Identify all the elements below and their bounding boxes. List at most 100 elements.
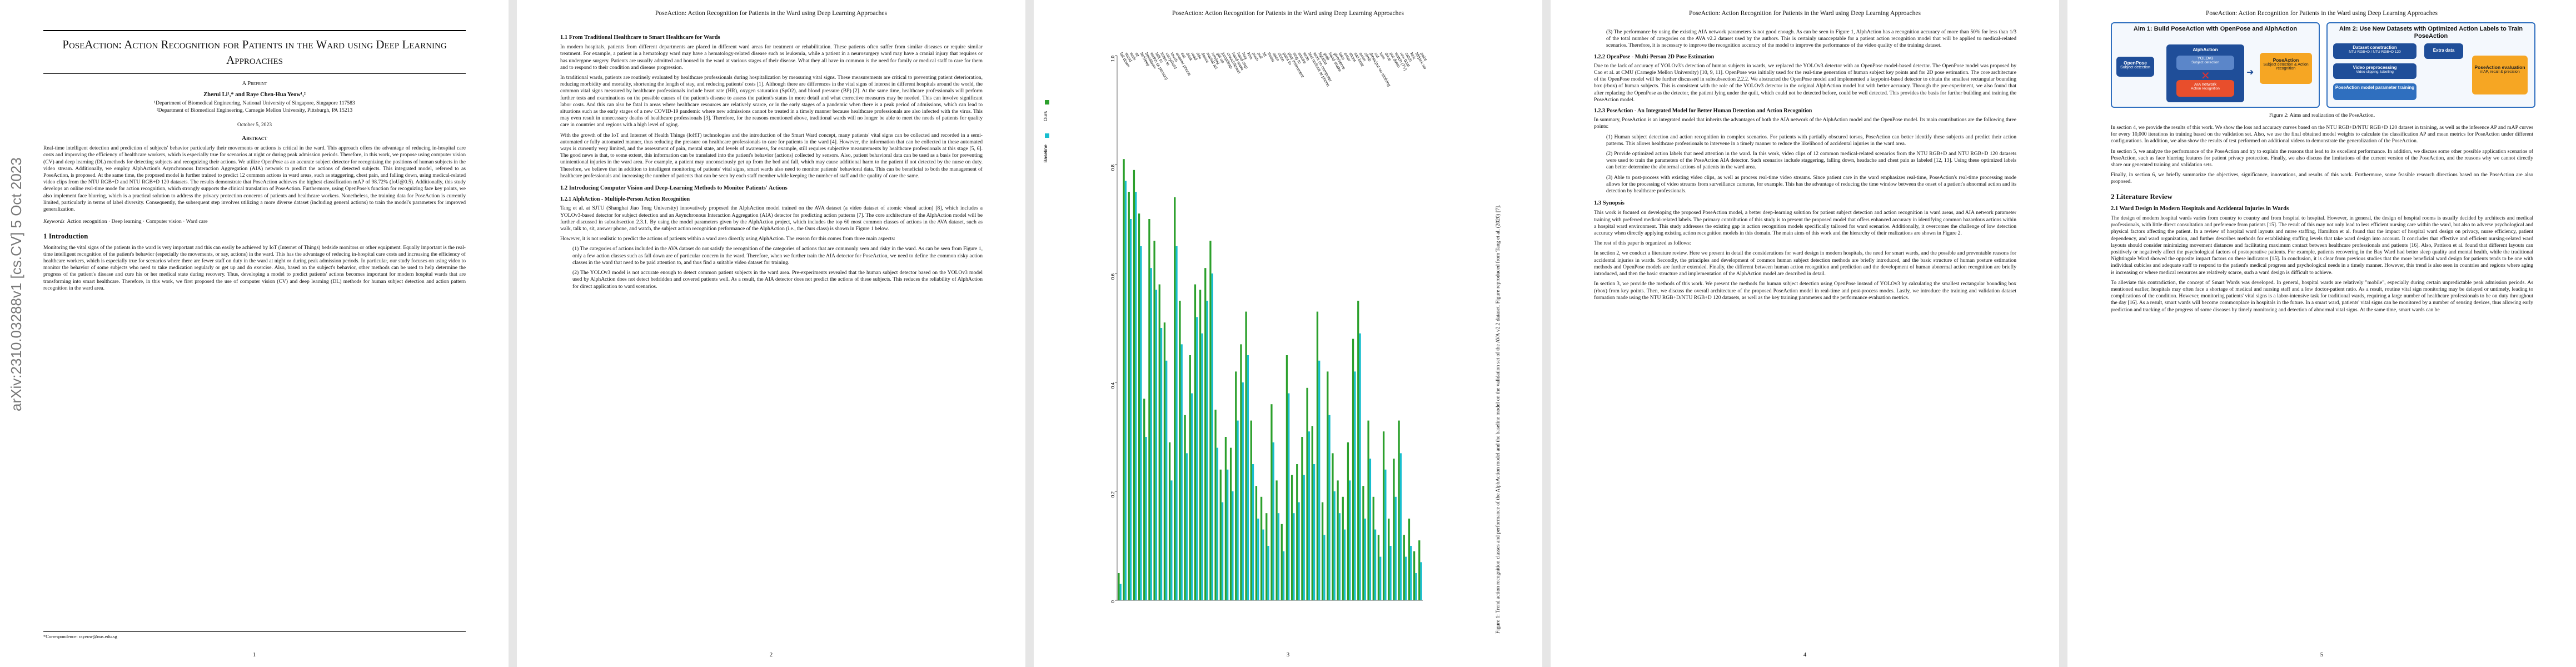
paragraph: In section 5, we analyze the performance… <box>2111 148 2533 168</box>
bar-ours <box>1128 192 1130 600</box>
bar-ours <box>1398 420 1400 600</box>
bar-baseline <box>1237 420 1239 600</box>
section-2-heading: 2 Literature Review <box>2111 192 2173 201</box>
bar-ours <box>1189 355 1191 600</box>
list-item: (2) The YOLOv3 model is not accurate eno… <box>572 270 983 290</box>
paragraph: However, it is not realistic to predict … <box>560 236 895 242</box>
category-label: lift <box>1262 52 1268 58</box>
bar-ours <box>1143 399 1145 600</box>
heading-1-2-1: 1.2.1 AlphAction - Multiple-Person Actio… <box>560 196 690 203</box>
bar-ours <box>1316 311 1319 600</box>
bar-baseline <box>1293 513 1295 600</box>
bar-ours <box>1209 241 1212 600</box>
bar-baseline <box>1288 393 1290 600</box>
bar-ours <box>1184 415 1186 600</box>
bar-baseline <box>1180 344 1183 600</box>
bar-ours <box>1357 301 1359 600</box>
openpose-box: OpenPose Subject detection <box>2116 57 2154 77</box>
bar-baseline <box>1140 246 1142 600</box>
heading-1-3: 1.3 Synopsis <box>1594 200 1625 207</box>
paragraph: In summary, PoseAction is an integrated … <box>1594 117 2016 130</box>
heading-2-1: 2.1 Ward Design in Modern Hospitals and … <box>2111 205 2289 212</box>
aia-box: AIA network Action recognition <box>2176 80 2234 97</box>
bar-baseline <box>1389 546 1392 600</box>
bar-ours <box>1194 284 1197 601</box>
arxiv-identifier[interactable]: arXiv:2310.03288v1 [cs.CV] 5 Oct 2023 <box>8 157 24 411</box>
bar-baseline <box>1206 301 1208 600</box>
bar-baseline <box>1257 519 1259 600</box>
bar-baseline <box>1124 181 1127 600</box>
bar-ours <box>1245 311 1247 600</box>
bar-ours <box>1372 496 1374 600</box>
bar-baseline <box>1277 513 1280 600</box>
bar-ours <box>1174 197 1176 600</box>
bar-ours <box>1204 268 1207 600</box>
figure-1-chart: 00.20.40.60.81.0 fall downstandwalksitlie… <box>1043 51 1428 603</box>
arrow-right-icon: ➜ <box>2246 68 2254 77</box>
bar-baseline <box>1216 447 1219 600</box>
bar-baseline <box>1379 556 1382 600</box>
bar-baseline <box>1298 502 1300 600</box>
bar-baseline <box>1399 453 1402 600</box>
bar-baseline <box>1420 562 1422 600</box>
bar-ours <box>1229 447 1232 600</box>
y-tick-label: 1.0 <box>1110 55 1115 62</box>
page-5: PoseAction: Action Recognition for Patie… <box>2067 0 2576 667</box>
bar-baseline <box>1359 333 1361 600</box>
bar-ours <box>1148 219 1150 600</box>
bar-ours <box>1235 371 1237 600</box>
bar-ours <box>1382 431 1385 600</box>
bar-ours <box>1408 519 1411 600</box>
list-item: (1) The categories of actions included i… <box>572 246 983 266</box>
bar-ours <box>1255 486 1258 600</box>
training-box: PoseAction model parameter training <box>2333 83 2416 100</box>
bar-ours <box>1413 551 1416 600</box>
paragraph: The rest of this paper is organized as f… <box>1594 240 1691 247</box>
bar-baseline <box>1343 529 1346 600</box>
page-2: PoseAction: Action Recognition for Patie… <box>517 0 1025 667</box>
bar-ours <box>1367 420 1369 600</box>
bar-baseline <box>1242 382 1244 600</box>
bar-ours <box>1219 469 1222 600</box>
evaluation-box: PoseAction evaluation mAP, recall & prec… <box>2472 56 2528 94</box>
bar-baseline <box>1227 469 1229 600</box>
legend-swatch <box>1045 133 1049 138</box>
bar-ours <box>1301 437 1303 600</box>
running-head: PoseAction: Action Recognition for Patie… <box>2206 10 2438 17</box>
bar-baseline <box>1313 464 1316 600</box>
heading-1-2-2: 1.2.2 OpenPose - Multi-Person 2D Pose Es… <box>1594 53 1715 60</box>
list-item: (3) Able to post-process with existing v… <box>1606 174 2016 195</box>
bar-baseline <box>1333 491 1336 600</box>
bar-baseline <box>1415 573 1417 600</box>
bar-ours <box>1418 540 1421 600</box>
bar-ours <box>1168 442 1171 600</box>
bar-ours <box>1377 535 1380 600</box>
page-number: 1 <box>252 651 256 658</box>
page-1: arXiv:2310.03288v1 [cs.CV] 5 Oct 2023 Po… <box>0 0 509 667</box>
paragraph: Tang et al. at SJTU (Shanghai Jiao Tong … <box>560 205 983 232</box>
bar-baseline <box>1247 355 1249 600</box>
date: October 5, 2023 <box>237 121 272 128</box>
bar-baseline <box>1150 268 1152 600</box>
authors: Zherui Li¹,* and Raye Chen-Hua Yeow¹,² <box>203 92 306 98</box>
bar-baseline <box>1196 317 1198 600</box>
bar-baseline <box>1272 442 1274 600</box>
footnote: *Correspondence: rayeow@nus.edu.sg <box>43 631 466 639</box>
affiliation-1: ¹Department of Biomedical Engineering, N… <box>154 100 355 107</box>
bar-baseline <box>1129 219 1132 600</box>
bar-baseline <box>1119 584 1122 600</box>
video-preprocessing-box: Video preprocessing Video clipping, labe… <box>2333 63 2416 79</box>
bar-ours <box>1199 290 1202 600</box>
preprint-label: A Preprint <box>242 81 267 87</box>
bar-ours <box>1311 426 1313 600</box>
bar-baseline <box>1211 273 1213 600</box>
paragraph: To alleviate this contradiction, the con… <box>2111 279 2533 313</box>
legend-swatch <box>1045 100 1049 104</box>
bar-baseline <box>1318 360 1321 600</box>
bar-ours <box>1342 496 1344 600</box>
bar-ours <box>1280 524 1283 600</box>
bar-baseline <box>1282 551 1285 600</box>
bar-baseline <box>1160 328 1163 600</box>
y-tick-label: 0.4 <box>1110 382 1115 389</box>
paragraph: Finally, in section 6, we briefly summar… <box>2111 172 2533 185</box>
